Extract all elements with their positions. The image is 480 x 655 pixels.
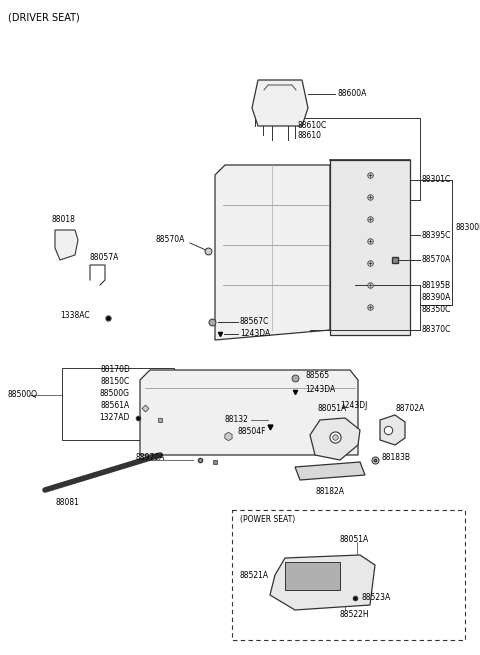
Text: 1243DA: 1243DA — [305, 386, 335, 394]
Polygon shape — [140, 370, 358, 455]
Text: (DRIVER SEAT): (DRIVER SEAT) — [8, 12, 80, 22]
Text: 88051A: 88051A — [317, 404, 346, 413]
Bar — [285, 562, 340, 590]
Polygon shape — [55, 230, 78, 260]
Polygon shape — [330, 160, 410, 335]
Polygon shape — [295, 462, 365, 480]
Text: 88132: 88132 — [224, 415, 248, 424]
Polygon shape — [215, 165, 330, 340]
Text: 88970A: 88970A — [135, 453, 164, 462]
Text: 88395C: 88395C — [422, 231, 451, 240]
Text: 88300F: 88300F — [455, 223, 480, 231]
Text: 88522H: 88522H — [340, 610, 370, 619]
Text: 88018: 88018 — [52, 215, 76, 224]
Text: 88521A: 88521A — [240, 571, 269, 580]
Text: 88570A: 88570A — [155, 235, 184, 244]
Text: 88183B: 88183B — [382, 453, 411, 462]
Text: 88051A: 88051A — [340, 535, 369, 544]
Text: 88390A: 88390A — [422, 293, 451, 303]
Bar — [62, 368, 174, 440]
Text: 88600A: 88600A — [337, 90, 366, 98]
Text: 88570A: 88570A — [422, 255, 451, 265]
Text: 1243DA: 1243DA — [240, 329, 270, 339]
Text: 88523A: 88523A — [362, 593, 391, 601]
Text: 88170D: 88170D — [100, 365, 130, 375]
Text: 1327AD: 1327AD — [100, 413, 130, 422]
Polygon shape — [252, 80, 308, 126]
Text: 88610C: 88610C — [297, 121, 326, 130]
Text: 88195B: 88195B — [422, 280, 451, 290]
Text: 88567C: 88567C — [240, 318, 269, 326]
Text: 88301C: 88301C — [422, 176, 451, 185]
Text: 88500G: 88500G — [100, 390, 130, 398]
Text: 88565: 88565 — [305, 371, 329, 381]
Polygon shape — [380, 415, 405, 445]
Text: 88702A: 88702A — [395, 404, 424, 413]
Text: 88500Q: 88500Q — [8, 390, 38, 400]
Text: 1243DJ: 1243DJ — [340, 400, 367, 409]
Text: 88182A: 88182A — [315, 487, 344, 496]
Text: 88504F: 88504F — [237, 428, 265, 436]
Text: 88610: 88610 — [297, 131, 321, 140]
Text: 88370C: 88370C — [422, 326, 451, 335]
Text: (POWER SEAT): (POWER SEAT) — [240, 515, 295, 524]
Polygon shape — [270, 555, 375, 610]
Text: 88150C: 88150C — [101, 377, 130, 386]
Text: 1338AC: 1338AC — [60, 312, 90, 320]
Bar — [232, 510, 465, 640]
Text: 88057A: 88057A — [90, 253, 120, 262]
Text: 88350C: 88350C — [422, 305, 451, 314]
Text: 88561A: 88561A — [101, 402, 130, 411]
Text: 88081: 88081 — [55, 498, 79, 507]
Polygon shape — [310, 418, 360, 460]
